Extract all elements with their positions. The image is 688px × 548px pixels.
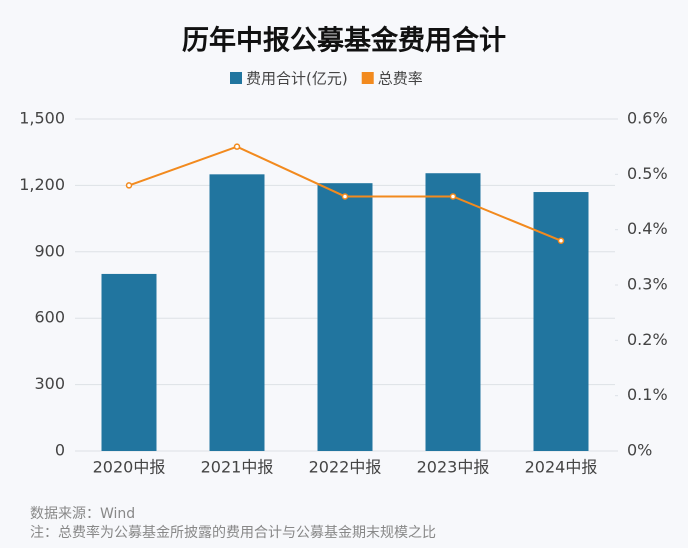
y2-tick-label: 0.3% — [627, 275, 668, 294]
x-tick-label: 2022中报 — [309, 458, 382, 477]
x-tick-label: 2024中报 — [525, 458, 598, 477]
y2-tick-label: 0.5% — [627, 164, 668, 183]
y-tick-label: 300 — [34, 374, 65, 393]
y2-tick-label: 0.6% — [627, 109, 668, 128]
y-tick-label: 1,200 — [19, 175, 65, 194]
bar — [209, 174, 265, 452]
bar — [533, 192, 589, 452]
line-point — [557, 237, 565, 244]
line-point — [449, 193, 457, 200]
line-point — [233, 143, 241, 150]
y2-tick-label: 0.2% — [627, 330, 668, 349]
y-tick-label: 0 — [55, 441, 65, 460]
y-tick-label: 1,500 — [19, 109, 65, 128]
legend-swatch — [230, 72, 242, 84]
y-tick-label: 900 — [34, 241, 65, 260]
chart-title: 历年中报公募基金费用合计 — [182, 25, 506, 57]
legend-label: 费用合计(亿元) — [246, 70, 348, 88]
line-point — [341, 193, 349, 200]
legend-swatch — [361, 72, 374, 84]
bar — [425, 173, 481, 451]
line-point — [125, 182, 133, 189]
note: 注：总费率为公募基金所披露的费用合计与公募基金期末规模之比 — [30, 524, 436, 541]
y2-tick-label: 0% — [627, 441, 652, 460]
x-tick-label: 2020中报 — [93, 458, 166, 477]
legend-label: 总费率 — [378, 70, 423, 88]
y2-tick-label: 0.4% — [627, 219, 668, 238]
y-tick-label: 600 — [34, 308, 65, 327]
x-tick-label: 2023中报 — [417, 458, 490, 477]
source: 数据来源：Wind — [30, 506, 135, 522]
y2-tick-label: 0.1% — [627, 385, 668, 404]
x-tick-label: 2021中报 — [201, 458, 274, 477]
bar — [317, 183, 373, 452]
bar — [101, 273, 157, 451]
